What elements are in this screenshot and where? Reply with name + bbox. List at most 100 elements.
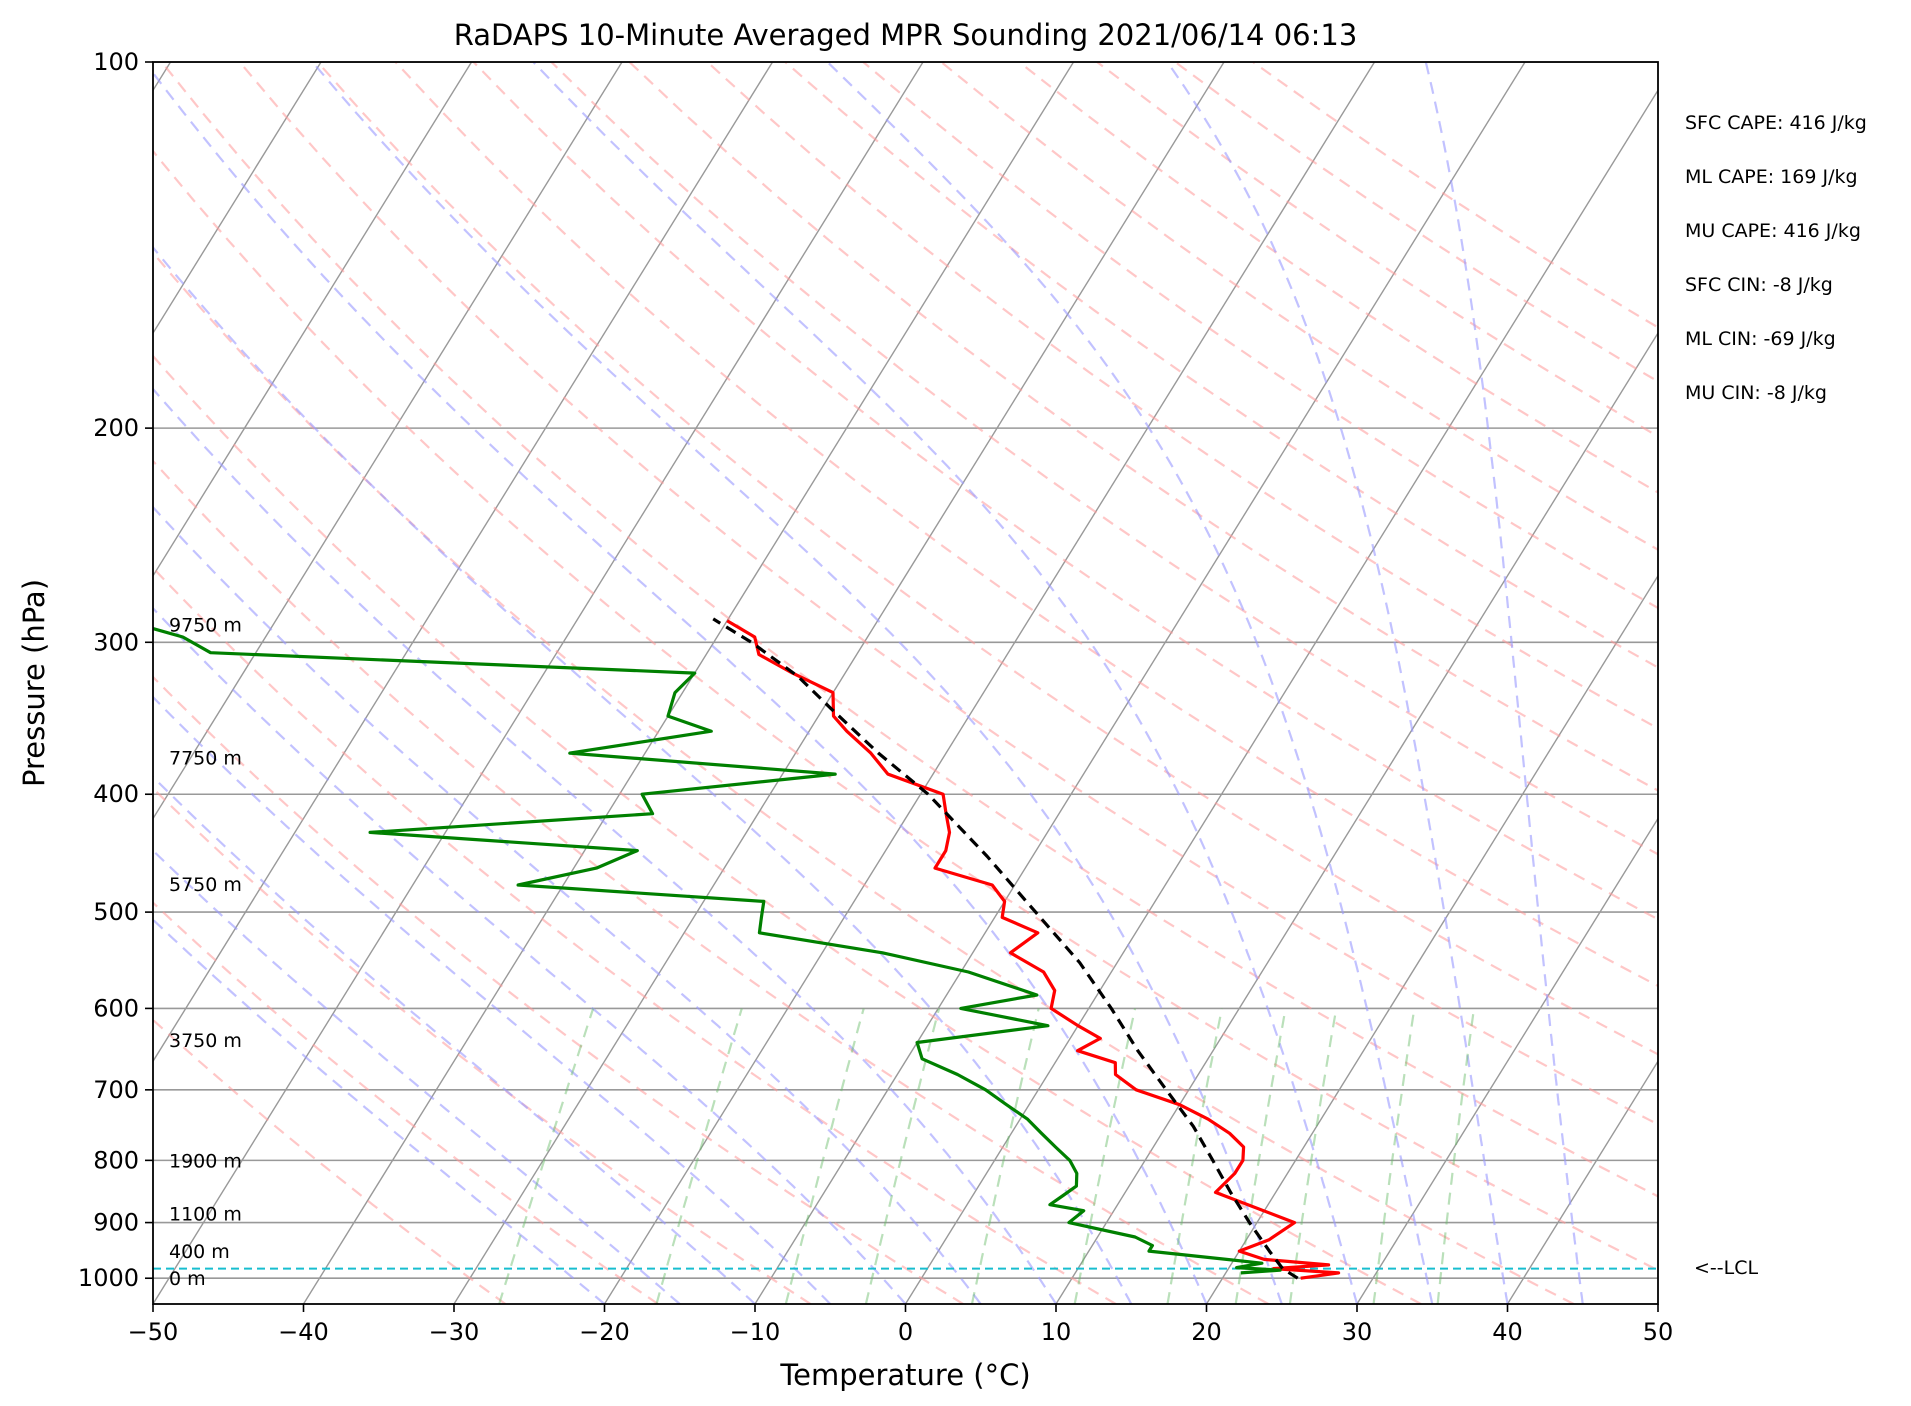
mixing-ratio-line bbox=[1166, 1008, 1223, 1304]
isotherm-line bbox=[153, 62, 774, 1063]
moist-adiabat bbox=[311, 62, 1283, 1304]
dewpoint-profile bbox=[153, 626, 1282, 1275]
dry-adiabat bbox=[153, 1018, 507, 1304]
dry-adiabat bbox=[316, 62, 1658, 1056]
mixing-ratio-line bbox=[970, 1008, 1040, 1304]
chart-title: RaDAPS 10-Minute Averaged MPR Sounding 2… bbox=[454, 18, 1358, 52]
stat-line: MU CIN: -8 J/kg bbox=[1685, 382, 1827, 404]
moist-adiabat bbox=[153, 918, 606, 1304]
y-axis-ticks: 100 200 300 400 500 600 700 800 900 1000 bbox=[78, 48, 153, 1292]
isotherm-line bbox=[153, 62, 473, 578]
mixing-ratio-line bbox=[498, 1008, 595, 1304]
dry-adiabat bbox=[153, 354, 1422, 1304]
x-tick-label: 30 bbox=[1342, 1318, 1373, 1346]
isotherm-line bbox=[1356, 817, 1658, 1304]
dry-adiabat bbox=[153, 149, 1658, 1272]
height-labels: 9750 m 7750 m 5750 m 3750 m 1900 m 1100 m 400 … bbox=[169, 614, 242, 1290]
background-lines bbox=[153, 62, 1658, 1304]
dry-adiabat bbox=[1018, 62, 1658, 494]
stat-line: SFC CIN: -8 J/kg bbox=[1685, 274, 1833, 296]
x-tick-label: −50 bbox=[128, 1318, 179, 1346]
isotherm-line bbox=[1506, 1059, 1658, 1304]
x-tick-label: −10 bbox=[730, 1318, 781, 1346]
y-axis-label: Pressure (hPa) bbox=[17, 579, 51, 787]
x-tick-label: −30 bbox=[429, 1318, 480, 1346]
height-label: 0 m bbox=[169, 1268, 206, 1290]
x-tick-label: −20 bbox=[579, 1318, 630, 1346]
x-axis-ticks: −50 −40 −30 −20 −10 0 10 20 30 40 50 bbox=[128, 1304, 1673, 1346]
x-tick-label: 40 bbox=[1492, 1318, 1523, 1346]
y-tick-label: 1000 bbox=[78, 1264, 139, 1292]
dry-adiabat bbox=[1096, 62, 1658, 438]
dry-adiabat bbox=[153, 675, 964, 1304]
isotherm-line bbox=[603, 62, 1376, 1304]
dry-adiabat bbox=[472, 62, 1658, 921]
dry-adiabat bbox=[153, 251, 1575, 1304]
isotherm-line bbox=[1657, 1302, 1658, 1304]
stat-line: MU CAPE: 416 J/kg bbox=[1685, 220, 1861, 242]
isotherm-line bbox=[153, 62, 924, 1304]
y-tick-label: 100 bbox=[93, 48, 139, 76]
height-label: 5750 m bbox=[169, 874, 242, 896]
height-label: 7750 m bbox=[169, 747, 242, 769]
x-tick-label: 10 bbox=[1041, 1318, 1072, 1346]
y-tick-label: 200 bbox=[93, 414, 139, 442]
moist-adiabat bbox=[153, 695, 832, 1304]
y-tick-label: 500 bbox=[93, 898, 139, 926]
mixing-ratio-line bbox=[864, 1008, 941, 1304]
stats-panel: SFC CAPE: 416 J/kg ML CAPE: 169 J/kg MU CA… bbox=[1685, 112, 1867, 404]
dry-adiabat bbox=[1174, 62, 1658, 383]
dry-adiabat bbox=[153, 786, 812, 1304]
x-tick-label: −40 bbox=[278, 1318, 329, 1346]
isotherm-line bbox=[153, 62, 322, 335]
height-label: 400 m bbox=[169, 1241, 230, 1263]
mixing-ratio-line bbox=[655, 1008, 743, 1304]
data-lines bbox=[153, 617, 1658, 1280]
dry-adiabat bbox=[153, 901, 659, 1304]
moist-adiabat bbox=[153, 849, 681, 1304]
dry-adiabat bbox=[940, 62, 1658, 551]
moist-adiabat bbox=[153, 505, 982, 1304]
plot-frame bbox=[152, 61, 1659, 1305]
moist-adiabat bbox=[1424, 62, 1584, 1304]
isotherm-line bbox=[904, 88, 1658, 1304]
x-tick-label: 0 bbox=[898, 1318, 913, 1346]
height-label: 1100 m bbox=[169, 1204, 242, 1226]
moist-adiabat bbox=[153, 245, 1133, 1304]
dry-adiabat bbox=[706, 62, 1658, 730]
dry-adiabat bbox=[1252, 62, 1658, 329]
mixing-ratio-line bbox=[1234, 1008, 1287, 1304]
mixing-ratio-line bbox=[784, 1008, 865, 1304]
x-axis-label: Temperature (°C) bbox=[779, 1358, 1030, 1392]
lcl-label: <--LCL bbox=[1694, 1257, 1758, 1279]
moist-adiabat bbox=[153, 71, 1208, 1304]
temperature-profile bbox=[726, 619, 1341, 1280]
parcel-profile bbox=[712, 617, 1299, 1280]
dry-adiabat bbox=[153, 566, 1117, 1304]
dry-adiabat bbox=[394, 62, 1658, 988]
isotherm-line bbox=[302, 62, 1075, 1304]
height-label: 3750 m bbox=[169, 1030, 242, 1052]
dry-adiabat bbox=[160, 62, 1658, 1198]
dry-adiabat bbox=[238, 62, 1658, 1126]
moist-adiabat bbox=[1166, 62, 1509, 1304]
mixing-ratio-line bbox=[1436, 1008, 1476, 1304]
stat-line: ML CIN: -69 J/kg bbox=[1685, 328, 1836, 350]
moist-adiabat bbox=[153, 387, 1057, 1304]
moist-adiabat bbox=[153, 606, 907, 1304]
stat-line: SFC CAPE: 416 J/kg bbox=[1685, 112, 1867, 134]
mixing-ratio-line bbox=[1288, 1008, 1338, 1304]
y-tick-label: 800 bbox=[93, 1146, 139, 1174]
moist-adiabat bbox=[826, 62, 1434, 1304]
stat-line: ML CAPE: 169 J/kg bbox=[1685, 166, 1858, 188]
isotherm-line bbox=[453, 62, 1225, 1304]
y-tick-label: 900 bbox=[93, 1209, 139, 1237]
moist-adiabat bbox=[532, 62, 1359, 1304]
mixing-ratio-line bbox=[1073, 1008, 1137, 1304]
dry-adiabat bbox=[784, 62, 1658, 669]
moist-adiabat bbox=[153, 775, 756, 1304]
y-tick-label: 700 bbox=[93, 1076, 139, 1104]
y-tick-label: 300 bbox=[93, 628, 139, 656]
y-tick-label: 400 bbox=[93, 780, 139, 808]
